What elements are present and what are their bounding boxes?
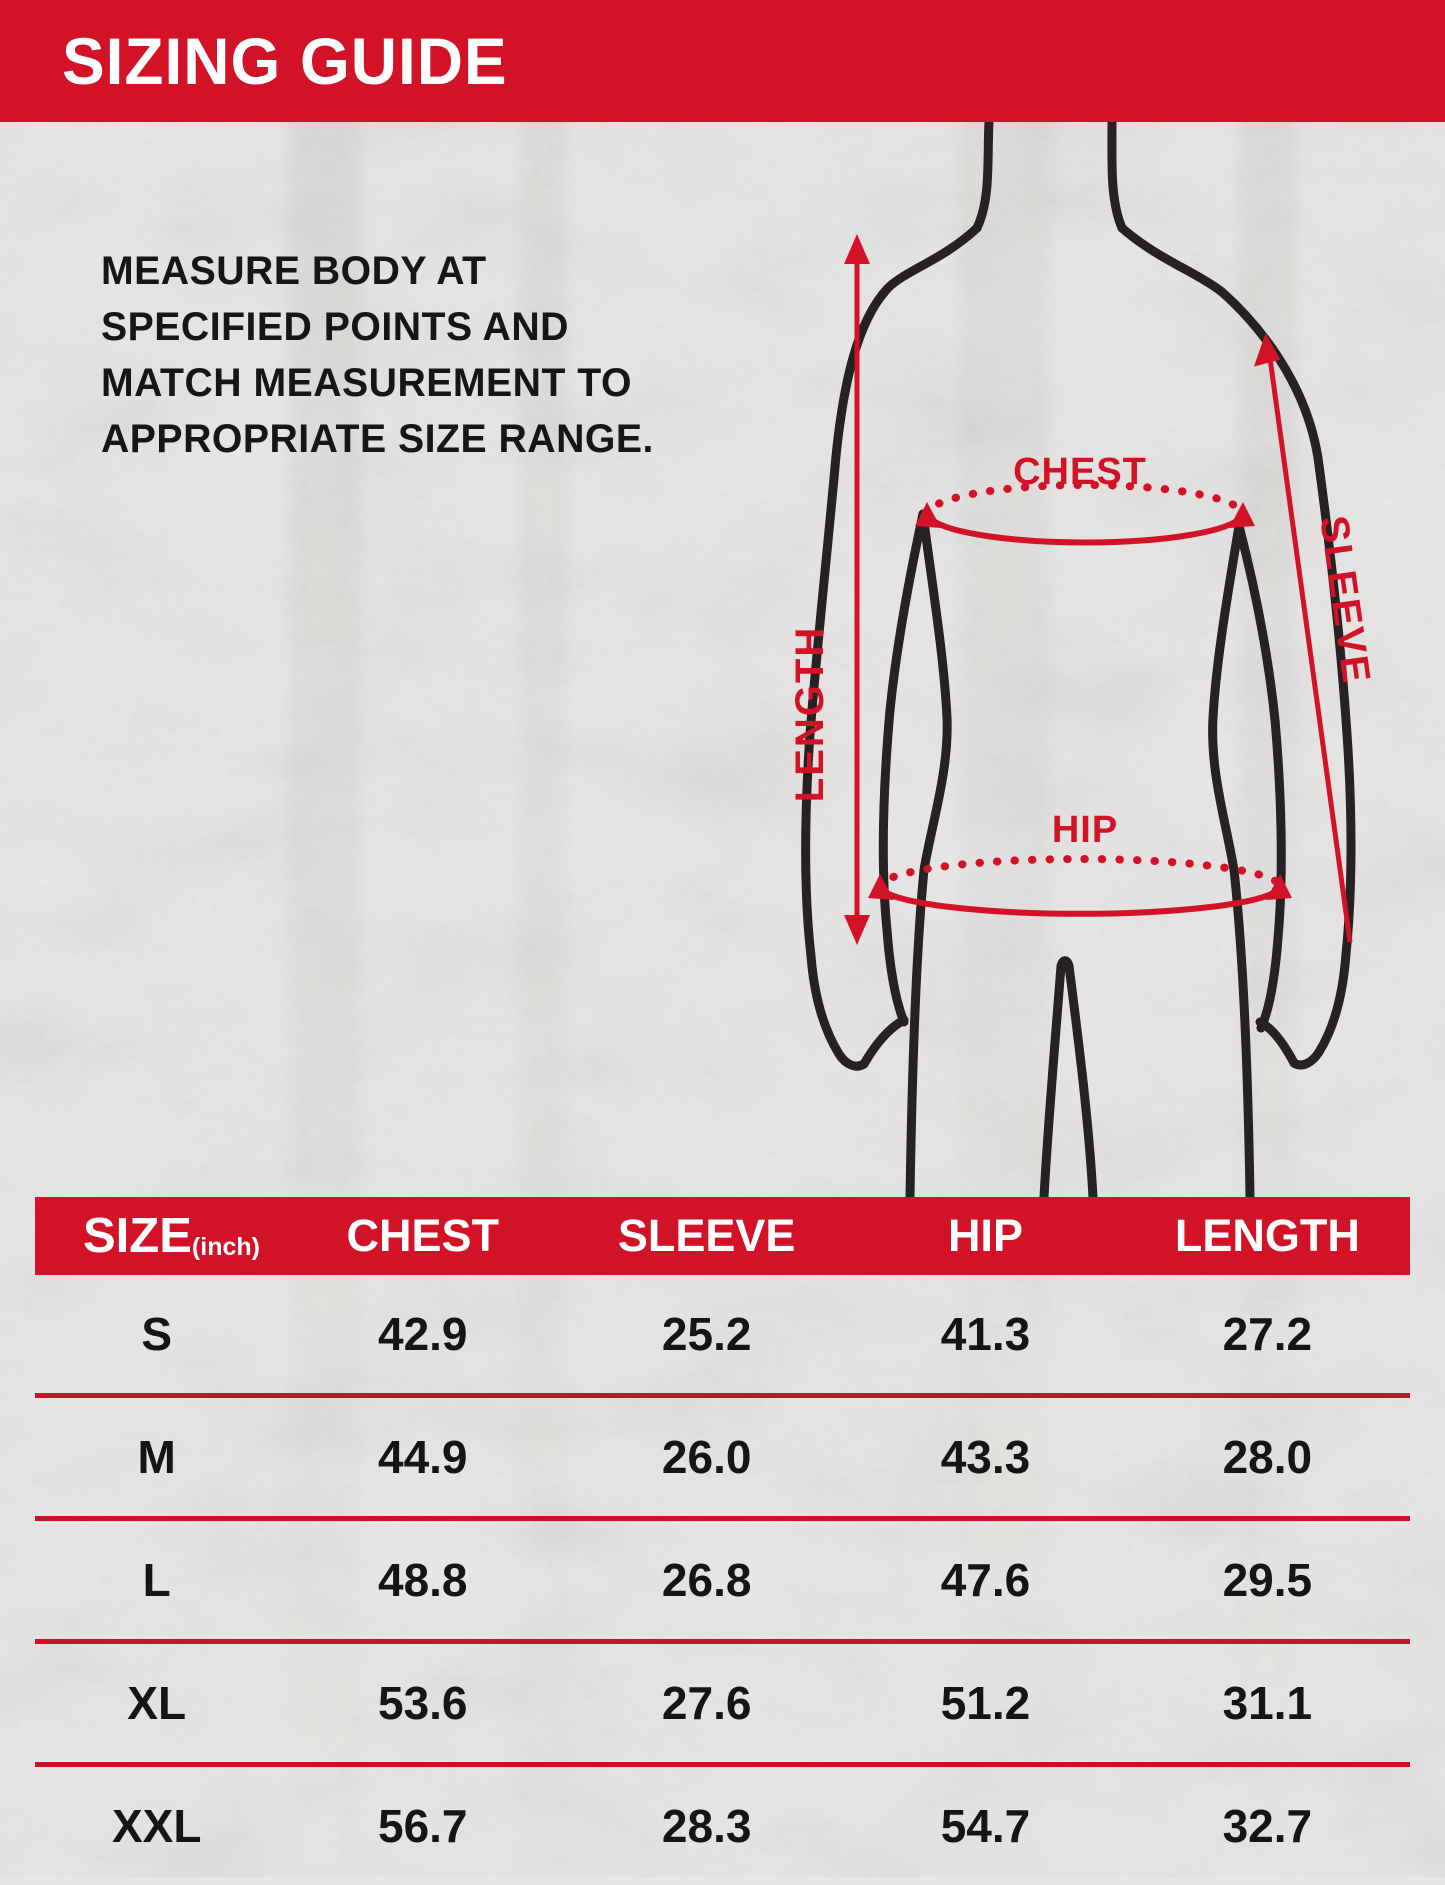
column-header-size: SIZE (inch) — [35, 1208, 278, 1264]
table-row: XXL 56.7 28.3 54.7 32.7 — [35, 1767, 1410, 1885]
hip-cell: 43.3 — [940, 1431, 1031, 1483]
chest-cell: 53.6 — [377, 1677, 468, 1729]
sleeve-dimension: SLEEVE — [1253, 333, 1378, 943]
arrowhead-down-icon — [844, 915, 870, 945]
instruction-line: MATCH MEASUREMENT TO — [101, 361, 633, 405]
sleeve-cell: 25.2 — [661, 1308, 752, 1360]
arrowhead-right-icon — [1266, 874, 1292, 900]
table-row: S 42.9 25.2 41.3 27.2 — [35, 1275, 1410, 1398]
hip-cell: 51.2 — [940, 1677, 1031, 1729]
hip-label: HIP — [1052, 809, 1118, 851]
hip-cell: 47.6 — [940, 1554, 1031, 1606]
chest-cell: 42.9 — [377, 1308, 468, 1360]
size-cell: M — [137, 1431, 176, 1483]
table-row: L 48.8 26.8 47.6 29.5 — [35, 1521, 1410, 1644]
instruction-line: SPECIFIED POINTS AND — [101, 305, 569, 349]
chest-cell: 56.7 — [377, 1800, 468, 1852]
sleeve-cell: 26.0 — [661, 1431, 752, 1483]
length-cell: 29.5 — [1222, 1554, 1313, 1606]
body-outline — [801, 122, 1356, 1197]
column-header-sleeve: SLEEVE — [617, 1210, 796, 1261]
length-cell: 31.1 — [1222, 1677, 1313, 1729]
hip-cell: 41.3 — [940, 1308, 1031, 1360]
size-table-header: SIZE (inch) CHEST SLEEVE HIP LENGTH — [35, 1197, 1410, 1275]
length-cell: 27.2 — [1222, 1308, 1313, 1360]
column-header-hip: HIP — [947, 1210, 1023, 1261]
chest-dimension: CHEST — [915, 451, 1255, 546]
instruction-line: APPROPRIATE SIZE RANGE. — [101, 417, 654, 461]
table-row: XL 53.6 27.6 51.2 31.1 — [35, 1644, 1410, 1767]
chest-label: CHEST — [1013, 451, 1147, 493]
length-dimension: LENGTH — [788, 234, 870, 945]
table-row: M 44.9 26.0 43.3 28.0 — [35, 1398, 1410, 1521]
measure-instructions: MEASURE BODY AT SPECIFIED POINTS AND MAT… — [101, 243, 728, 467]
instruction-line: MEASURE BODY AT — [101, 249, 487, 293]
size-cell: XL — [127, 1677, 187, 1729]
size-cell: XXL — [111, 1800, 202, 1852]
sleeve-label: SLEEVE — [1311, 513, 1378, 687]
arrowhead-up-icon — [844, 234, 870, 264]
sleeve-cell: 26.8 — [661, 1554, 752, 1606]
size-header-label: SIZE — [83, 1209, 192, 1263]
unit-note: (inch) — [191, 1232, 260, 1261]
column-header-chest: CHEST — [346, 1210, 499, 1261]
size-cell: S — [141, 1308, 173, 1360]
column-header-length: LENGTH — [1174, 1210, 1360, 1261]
header-banner: SIZING GUIDE — [0, 0, 1445, 122]
length-cell: 32.7 — [1222, 1800, 1313, 1852]
chest-cell: 48.8 — [377, 1554, 468, 1606]
length-cell: 28.0 — [1222, 1431, 1313, 1483]
body-measurement-diagram: LENGTH CHEST HIP SLEEVE — [788, 122, 1378, 1197]
chest-cell: 44.9 — [377, 1431, 468, 1483]
sleeve-cell: 27.6 — [661, 1677, 752, 1729]
sleeve-cell: 28.3 — [661, 1800, 752, 1852]
hip-cell: 54.7 — [940, 1800, 1031, 1852]
page-title: SIZING GUIDE — [62, 24, 508, 98]
size-table: SIZE (inch) CHEST SLEEVE HIP LENGTH S 42.… — [35, 1197, 1410, 1885]
length-label: LENGTH — [788, 626, 832, 802]
size-cell: L — [142, 1554, 171, 1606]
